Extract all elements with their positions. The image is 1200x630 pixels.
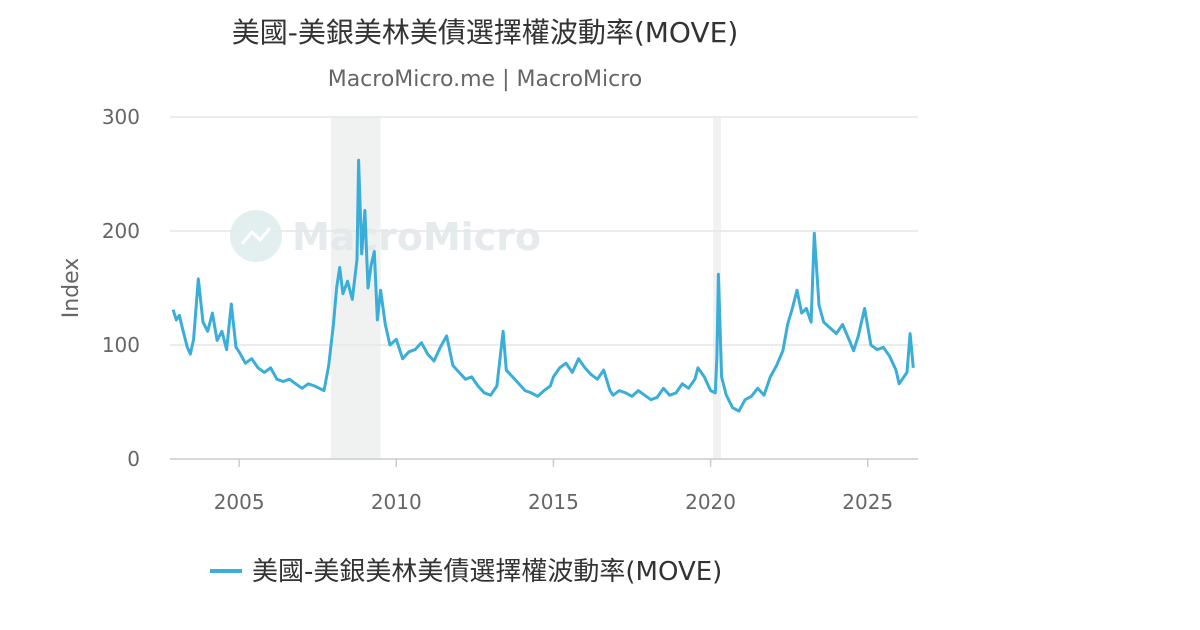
y-axis-title: Index [59,258,84,319]
x-tick-label-2025: 2025 [842,490,893,514]
watermark-logo-mark [240,227,272,245]
series-line-0 [171,158,915,413]
legend-label: 美國-美銀美林美債選擇權波動率(MOVE) [252,557,722,587]
y-tick-label-100: 100 [102,333,140,357]
y-tick-label-0: 0 [127,447,140,471]
series-layer [171,158,915,413]
gridlines [170,116,918,346]
x-tick-label-2020: 2020 [685,490,736,514]
x-tick-label-2015: 2015 [528,490,579,514]
y-tick-label-200: 200 [102,219,140,243]
x-tick-label-2010: 2010 [371,490,422,514]
watermark: MacroMicro [230,210,541,262]
recession-band-0 [330,117,381,459]
x-axis-ticks: 2005 2010 2015 2020 2025 [214,459,893,514]
legend[interactable]: 美國-美銀美林美債選擇權波動率(MOVE) [210,557,722,587]
recession-bands [330,117,721,459]
y-tick-label-300: 300 [102,105,140,129]
chart-title: 美國-美銀美林美債選擇權波動率(MOVE) [232,16,739,49]
chart-subtitle: MacroMicro.me | MacroMicro [328,67,643,92]
x-tick-label-2005: 2005 [214,490,265,514]
watermark-text: MacroMicro [292,215,541,259]
y-axis-ticks: 0 100 200 300 [102,105,140,471]
